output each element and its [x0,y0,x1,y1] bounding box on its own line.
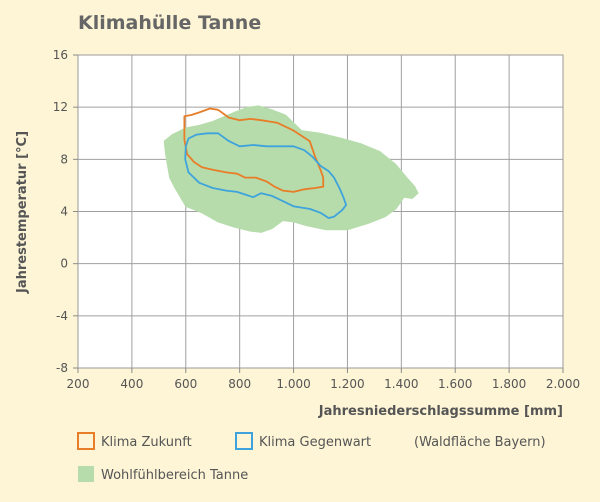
x-axis-label: Jahresniederschlagssumme [mm] [318,404,563,419]
y-tick-label: 4 [60,205,68,219]
axis-ticks: 200 400 600 800 1.000 1.200 1.400 1.600 1.800 2.0… [53,48,580,391]
x-tick-label: 1.400 [384,377,418,391]
legend-swatch-klima-gegenwart [235,432,253,450]
x-tick-label: 200 [67,377,90,391]
y-tick-label: -8 [56,361,68,375]
series-klima-gegenwart [184,132,348,219]
x-tick-label: 1.800 [492,377,526,391]
x-tick-label: 600 [174,377,197,391]
y-tick-label: 12 [53,100,68,114]
x-tick-label: 800 [228,377,251,391]
y-tick-label: -4 [56,309,68,323]
series-klima-zukunft [183,107,325,193]
chart-title: Klimahülle Tanne [78,12,261,34]
gridlines [78,55,563,368]
legend-swatch-wohlfuehlbereich [78,466,94,482]
legend-swatch-klima-zukunft [77,432,95,450]
x-tick-label: 2.000 [546,377,580,391]
legend: Klima Zukunft Klima Gegenwart (Waldfläch… [77,432,546,483]
legend-label-klima-gegenwart: Klima Gegenwart [259,435,371,450]
x-tick-label: 1.200 [330,377,364,391]
y-tick-label: 0 [60,257,68,271]
legend-label-klima-zukunft: Klima Zukunft [101,435,192,450]
x-tick-label: 400 [120,377,143,391]
legend-note: (Waldfläche Bayern) [414,435,546,450]
series-wohlf-hlbereich-tanne [163,105,419,233]
legend-label-wohlfuehlbereich: Wohlfühlbereich Tanne [101,468,248,483]
y-axis-label: Jahrestemperatur [°C] [15,131,30,294]
x-tick-label: 1.600 [438,377,472,391]
data-layer [163,105,419,233]
x-tick-label: 1.000 [276,377,310,391]
y-tick-label: 16 [53,48,68,62]
y-tick-label: 8 [60,152,68,166]
